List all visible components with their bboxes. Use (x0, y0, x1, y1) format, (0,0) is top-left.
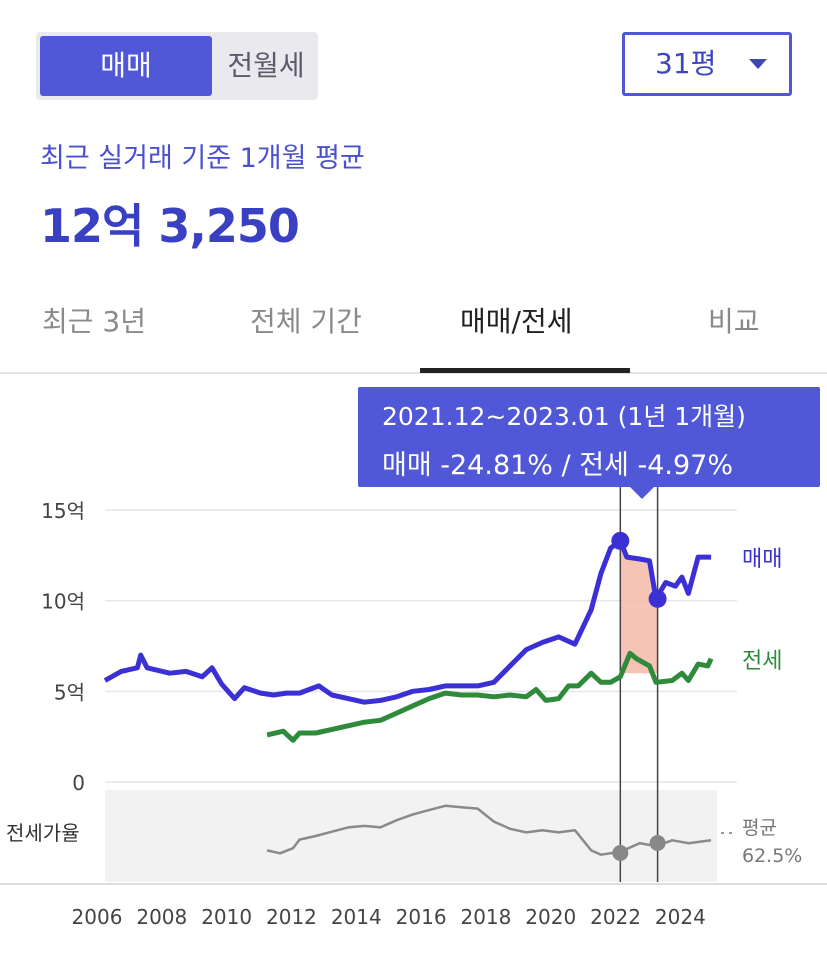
sale-series-line (103, 538, 712, 705)
ratio-average-value: 62.5% (742, 845, 802, 867)
y-tick-label: 15억 (41, 499, 85, 523)
tooltip-arrow (630, 487, 654, 499)
x-tick-label: 2012 (266, 905, 317, 929)
sale-toggle-button[interactable]: 매매 (40, 36, 212, 96)
x-tick-label: 2018 (460, 905, 511, 929)
x-tick-label: 2008 (136, 905, 187, 929)
tooltip-change: 매매 -24.81% / 전세 -4.97% (382, 450, 733, 481)
sale-series-label: 매매 (742, 547, 782, 572)
ratio-average-label: 평균 (742, 817, 777, 839)
highlight-start-marker (611, 531, 630, 550)
x-tick-label: 2014 (331, 905, 382, 929)
axis-labels: 15억 10억 5억 0 2006 2008 2010 2012 2014 2016 2018 202… (6, 499, 802, 929)
ratio-start-marker (612, 845, 629, 861)
average-label: 최근 실거래 기준 1개월 평균 (40, 143, 365, 174)
x-tick-label: 2016 (396, 905, 447, 929)
size-select-value: 31평 (655, 47, 717, 80)
jeonse-series-line (266, 650, 714, 743)
x-tick-label: 2022 (590, 905, 641, 929)
rent-toggle-button[interactable]: 전월세 (227, 49, 305, 82)
period-tabs: 최근 3년 전체 기간 매매/전세 비교 (0, 290, 827, 374)
x-tick-label: 2020 (525, 905, 576, 929)
ratio-panel-background (105, 790, 717, 882)
caret-down-icon (749, 59, 767, 69)
x-tick-label: 2010 (201, 905, 252, 929)
y-tick-label: 0 (72, 771, 85, 795)
highlight-end-marker (648, 589, 667, 608)
series-lines (103, 531, 714, 861)
jeonse-series-label: 전세 (742, 649, 782, 674)
period-tooltip: 2021.12~2023.01 (1년 1개월) 매매 -24.81% / 전세… (358, 387, 820, 499)
tab-sale-jeonse[interactable]: 매매/전세 (460, 305, 573, 338)
ratio-label: 전세가율 (6, 821, 80, 845)
average-price: 12억 3,250 (40, 199, 300, 253)
tab-compare[interactable]: 비교 (708, 305, 760, 338)
decline-area (620, 540, 658, 674)
y-tick-label: 10억 (41, 590, 85, 614)
x-tick-label: 2006 (72, 905, 123, 929)
size-select[interactable]: 31평 (622, 32, 792, 96)
tooltip-period: 2021.12~2023.01 (1년 1개월) (382, 402, 746, 431)
x-tick-label: 2024 (655, 905, 706, 929)
ratio-end-marker (649, 835, 666, 851)
tab-all-period[interactable]: 전체 기간 (250, 305, 362, 338)
tab-recent-3y[interactable]: 최근 3년 (42, 305, 146, 338)
trade-type-toggle: 매매 전월세 (36, 32, 318, 100)
y-tick-label: 5억 (54, 680, 85, 704)
active-tab-underline (420, 368, 630, 373)
